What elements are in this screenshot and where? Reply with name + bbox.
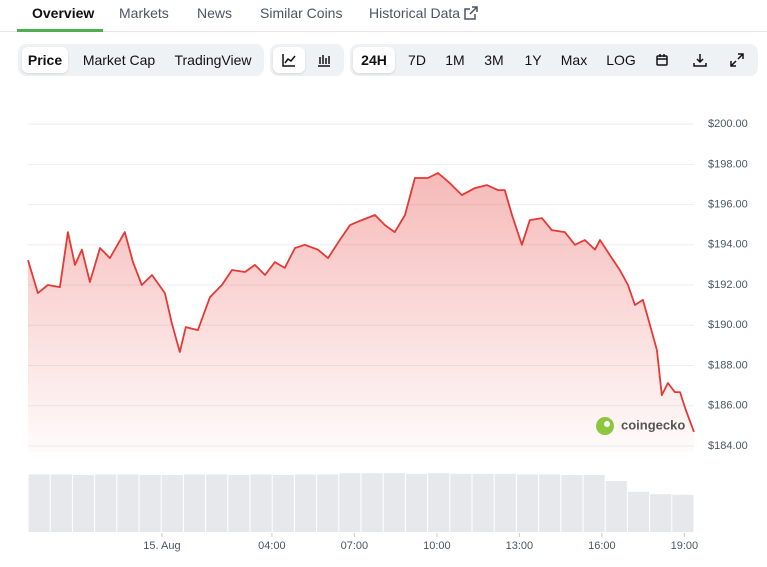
volume-bar [650, 494, 672, 532]
button[interactable]: TradingView [174, 52, 252, 68]
button[interactable]: Market Cap [82, 52, 156, 68]
volume-bar [206, 474, 228, 532]
button[interactable]: 1M [445, 52, 465, 68]
volume-bar [383, 473, 405, 532]
volume-bar [72, 475, 95, 532]
volume-bar [272, 475, 294, 532]
button[interactable]: 24H [353, 47, 395, 73]
x-tick-label: 15. Aug [143, 540, 180, 552]
tab[interactable]: Markets [119, 5, 169, 21]
candle-chart-button[interactable] [308, 47, 340, 73]
volume-bar [228, 475, 250, 532]
volume-bar [50, 474, 72, 532]
volume-bar [161, 475, 183, 532]
x-tick-label: 04:00 [258, 540, 286, 552]
y-tick-label: $194.00 [708, 239, 748, 251]
x-tick-label: 07:00 [341, 540, 369, 552]
volume-bar [672, 494, 694, 532]
y-tick-label: $200.00 [708, 118, 748, 130]
y-tick-label: $192.00 [708, 279, 748, 291]
volume-bar [317, 474, 339, 532]
chart-type-group: Price Market Cap TradingView [18, 44, 264, 76]
volume-bar [250, 474, 272, 532]
active-underline [17, 29, 103, 32]
volume-bar [561, 475, 583, 532]
volume-bar [516, 474, 539, 532]
volume-bar [494, 473, 516, 532]
line-chart-button[interactable] [273, 47, 305, 73]
y-tick-label: $196.00 [708, 198, 748, 210]
volume-bar [472, 473, 494, 532]
external-link-icon [464, 6, 478, 20]
download-button[interactable] [686, 47, 714, 73]
price-line [27, 172, 695, 433]
volume-bar [28, 474, 50, 532]
area-fill [28, 173, 694, 452]
button[interactable]: Price [22, 47, 68, 73]
calendar-button[interactable] [648, 47, 676, 73]
volume-bar [428, 473, 450, 532]
volume-bar [294, 474, 317, 532]
volume-bar [183, 474, 206, 532]
tab[interactable]: Overview [32, 5, 95, 21]
divider [0, 31, 767, 32]
volume-bar [139, 475, 161, 532]
button[interactable]: 7D [408, 52, 426, 68]
button[interactable]: LOG [606, 52, 636, 68]
tab[interactable]: Historical Data [369, 5, 461, 21]
volume-bar [605, 481, 627, 532]
y-tick-label: $190.00 [708, 319, 748, 331]
y-tick-label: $198.00 [708, 158, 748, 170]
volume-bar [361, 473, 383, 532]
x-tick-label: 13:00 [506, 540, 534, 552]
x-tick-label: 19:00 [671, 540, 699, 552]
y-tick-label: $188.00 [708, 359, 748, 371]
button[interactable]: Max [560, 52, 588, 68]
watermark: coingecko [596, 417, 685, 435]
volume-bar [539, 474, 561, 532]
y-tick-label: $184.00 [708, 440, 748, 452]
button[interactable]: 3M [484, 52, 504, 68]
volume-bar [627, 491, 650, 532]
y-tick-label: $186.00 [708, 400, 748, 412]
tab[interactable]: Similar Coins [260, 5, 343, 21]
x-tick-label: 16:00 [588, 540, 616, 552]
volume-bar [95, 474, 117, 532]
volume-bar [117, 474, 139, 532]
fullscreen-button[interactable] [723, 47, 751, 73]
volume-bar [339, 473, 361, 532]
volume-bar [583, 475, 605, 532]
volume-bar [405, 473, 428, 532]
watermark-text: coingecko [621, 417, 685, 432]
style-group [270, 44, 344, 76]
button[interactable]: 1Y [524, 52, 542, 68]
volume-bar [450, 473, 472, 532]
tab[interactable]: News [197, 5, 233, 21]
x-tick-label: 10:00 [423, 540, 451, 552]
range-group: 24H 7D 1M 3M 1Y Max LOG [350, 44, 758, 76]
